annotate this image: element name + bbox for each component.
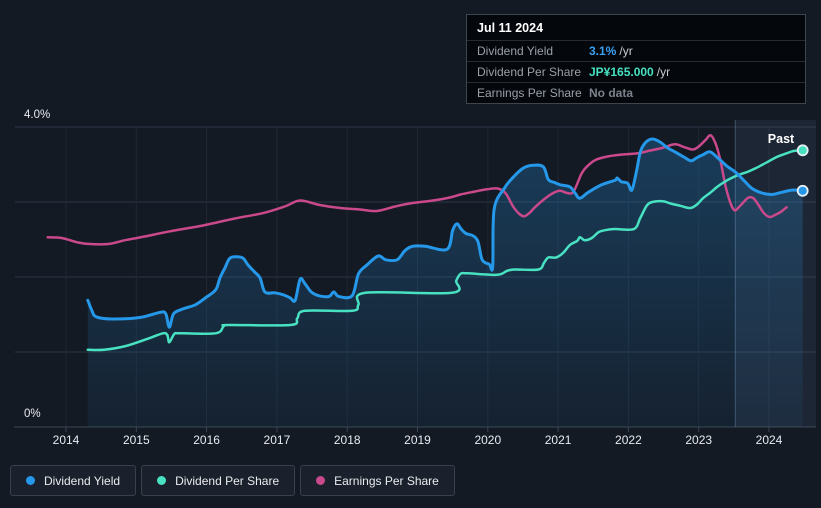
tooltip-row-dividend-yield: Dividend Yield 3.1% /yr — [467, 40, 805, 61]
y-axis-label-top: 4.0% — [24, 109, 50, 121]
legend-item-dividend-per-share[interactable]: Dividend Per Share — [141, 465, 296, 496]
y-axis-label-bottom: 0% — [24, 408, 41, 420]
legend-label: Dividend Yield — [44, 473, 121, 488]
x-tick-label: 2021 — [545, 433, 572, 447]
series-area-dividend-yield — [87, 138, 803, 427]
tooltip-value: JP¥165.000 — [589, 65, 654, 79]
tooltip-label: Earnings Per Share — [477, 86, 582, 100]
x-tick-label: 2019 — [404, 433, 431, 447]
legend-item-dividend-yield[interactable]: Dividend Yield — [10, 465, 137, 496]
series-line-dividend-per-share — [86, 149, 804, 352]
tooltip-date: Jul 11 2024 — [477, 21, 544, 35]
legend-item-earnings-per-share[interactable]: Earnings Per Share — [300, 465, 455, 496]
x-tick-label: 2022 — [615, 433, 642, 447]
tooltip-label: Dividend Yield — [477, 44, 554, 58]
series-end-dot-dividend-yield — [796, 184, 809, 197]
legend-label: Dividend Per Share — [175, 473, 280, 488]
series-end-dot-dividend-per-share — [796, 144, 809, 157]
x-tick-label: 2017 — [264, 433, 291, 447]
tooltip-value: No data — [589, 86, 634, 100]
x-tick-label: 2018 — [334, 433, 361, 447]
x-tick-label: 2016 — [193, 433, 220, 447]
x-tick-label: 2020 — [474, 433, 501, 447]
x-tick-label: 2023 — [685, 433, 712, 447]
x-tick-label: 2014 — [53, 433, 80, 447]
tooltip-value: 3.1% — [589, 44, 617, 58]
x-tick-label: 2024 — [756, 433, 783, 447]
past-label: Past — [768, 132, 795, 146]
series-line-earnings-per-share — [46, 133, 788, 246]
tooltip-suffix: /yr — [619, 44, 633, 58]
past-region — [735, 120, 816, 427]
tooltip-suffix: /yr — [656, 65, 671, 79]
dividend-history-chart[interactable]: 2014 2015 2016 2017 2018 2019 2020 2021 2022 2023… — [0, 0, 821, 455]
tooltip-row-dividend-per-share: Dividend Per Share JP¥165.000 /yr — [467, 61, 805, 82]
tooltip-row-earnings-per-share: Earnings Per Share No data — [467, 82, 805, 103]
dividend-yield-dot-icon — [26, 476, 35, 485]
chart-legend: Dividend Yield Dividend Per Share Earnin… — [10, 465, 455, 496]
legend-label: Earnings Per Share — [334, 473, 439, 488]
dividend-per-share-dot-icon — [157, 476, 167, 485]
chart-tooltip: Jul 11 2024 Dividend Yield 3.1% /yr Divi… — [466, 14, 806, 104]
series-line-dividend-yield — [86, 137, 805, 329]
x-tick-label: 2015 — [123, 433, 150, 447]
tooltip-label: Dividend Per Share — [477, 65, 582, 79]
earnings-per-share-dot-icon — [316, 476, 326, 485]
